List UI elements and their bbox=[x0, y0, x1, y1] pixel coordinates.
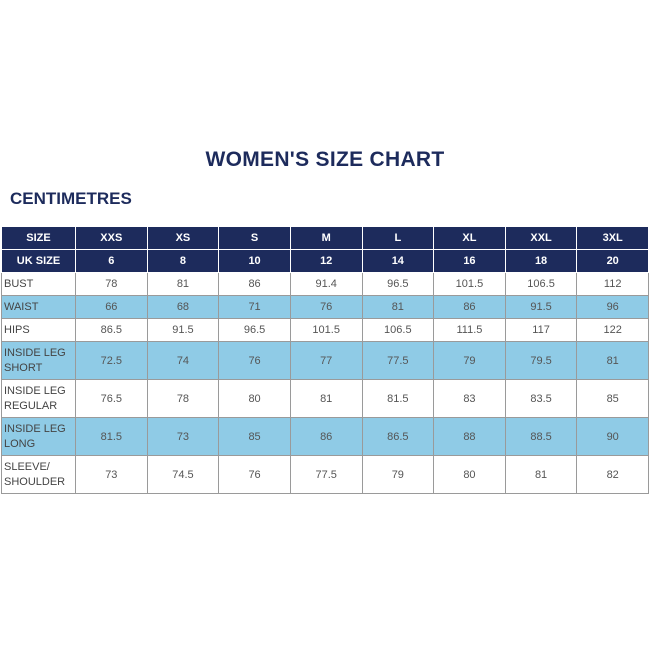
value-cell: 80 bbox=[218, 379, 291, 418]
value-cell: 73 bbox=[146, 417, 220, 456]
row-label: HIPS bbox=[1, 318, 76, 342]
table-row: SLEEVE/ SHOULDER 73 74.5 76 77.5 79 80 81 82 bbox=[1, 455, 649, 494]
column-header: 3XL bbox=[576, 226, 649, 250]
value-cell: 85 bbox=[576, 379, 649, 418]
value-cell: 91.4 bbox=[289, 272, 363, 296]
value-cell: 86.5 bbox=[75, 318, 148, 342]
value-cell: 81.5 bbox=[361, 379, 435, 418]
table-row: WAIST 66 68 71 76 81 86 91.5 96 bbox=[1, 295, 649, 319]
value-cell: 96 bbox=[576, 295, 649, 319]
value-cell: 88.5 bbox=[504, 417, 578, 456]
row-label: INSIDE LEG LONG bbox=[1, 417, 76, 456]
value-cell: 74 bbox=[146, 341, 220, 380]
value-cell: 81.5 bbox=[75, 417, 148, 456]
value-cell: 90 bbox=[576, 417, 649, 456]
row-label: BUST bbox=[1, 272, 76, 296]
value-cell: 79.5 bbox=[504, 341, 578, 380]
value-cell: 101.5 bbox=[433, 272, 506, 296]
value-cell: 106.5 bbox=[504, 272, 578, 296]
column-header: L bbox=[361, 226, 435, 250]
row-label: SLEEVE/ SHOULDER bbox=[1, 455, 76, 494]
value-cell: 8 bbox=[146, 249, 220, 273]
column-header: XS bbox=[146, 226, 220, 250]
value-cell: 122 bbox=[576, 318, 649, 342]
value-cell: 74.5 bbox=[146, 455, 220, 494]
column-header: XL bbox=[433, 226, 506, 250]
value-cell: 86.5 bbox=[361, 417, 435, 456]
table-row: INSIDE LEG SHORT 72.5 74 76 77 77.5 79 79.5 81 bbox=[1, 341, 649, 380]
value-cell: 73 bbox=[75, 455, 148, 494]
value-cell: 81 bbox=[504, 455, 578, 494]
value-cell: 85 bbox=[218, 417, 291, 456]
value-cell: 66 bbox=[75, 295, 148, 319]
value-cell: 77.5 bbox=[361, 341, 435, 380]
value-cell: 68 bbox=[146, 295, 220, 319]
column-header: M bbox=[289, 226, 363, 250]
value-cell: 6 bbox=[75, 249, 148, 273]
value-cell: 77 bbox=[289, 341, 363, 380]
value-cell: 117 bbox=[504, 318, 578, 342]
value-cell: 10 bbox=[218, 249, 291, 273]
table-row: INSIDE LEG LONG 81.5 73 85 86 86.5 88 88.5 90 bbox=[1, 417, 649, 456]
column-header: XXS bbox=[75, 226, 148, 250]
row-label: UK SIZE bbox=[1, 249, 76, 273]
row-label: WAIST bbox=[1, 295, 76, 319]
value-cell: 88 bbox=[433, 417, 506, 456]
value-cell: 106.5 bbox=[361, 318, 435, 342]
value-cell: 81 bbox=[361, 295, 435, 319]
title: WOMEN'S SIZE CHART bbox=[205, 148, 445, 171]
value-cell: 83 bbox=[433, 379, 506, 418]
value-cell: 18 bbox=[504, 249, 578, 273]
column-header: S bbox=[218, 226, 291, 250]
table-row: SIZE XXS XS S M L XL XXL 3XL bbox=[1, 226, 649, 250]
column-header: SIZE bbox=[1, 226, 76, 250]
value-cell: 14 bbox=[361, 249, 435, 273]
value-cell: 16 bbox=[433, 249, 506, 273]
value-cell: 96.5 bbox=[361, 272, 435, 296]
value-cell: 91.5 bbox=[146, 318, 220, 342]
value-cell: 112 bbox=[576, 272, 649, 296]
value-cell: 83.5 bbox=[504, 379, 578, 418]
value-cell: 72.5 bbox=[75, 341, 148, 380]
value-cell: 111.5 bbox=[433, 318, 506, 342]
value-cell: 78 bbox=[146, 379, 220, 418]
value-cell: 101.5 bbox=[289, 318, 363, 342]
value-cell: 76 bbox=[289, 295, 363, 319]
value-cell: 79 bbox=[361, 455, 435, 494]
value-cell: 96.5 bbox=[218, 318, 291, 342]
value-cell: 86 bbox=[289, 417, 363, 456]
value-cell: 91.5 bbox=[504, 295, 578, 319]
unit-heading: CENTIMETRES bbox=[10, 189, 132, 208]
value-cell: 86 bbox=[433, 295, 506, 319]
value-cell: 76.5 bbox=[75, 379, 148, 418]
value-cell: 76 bbox=[218, 341, 291, 380]
table-row: INSIDE LEG REGULAR 76.5 78 80 81 81.5 83 83.5 85 bbox=[1, 379, 649, 418]
value-cell: 81 bbox=[576, 341, 649, 380]
value-cell: 82 bbox=[576, 455, 649, 494]
value-cell: 81 bbox=[146, 272, 220, 296]
value-cell: 81 bbox=[289, 379, 363, 418]
value-cell: 12 bbox=[289, 249, 363, 273]
value-cell: 20 bbox=[576, 249, 649, 273]
row-label: INSIDE LEG REGULAR bbox=[1, 379, 76, 418]
table-row: HIPS 86.5 91.5 96.5 101.5 106.5 111.5 117 122 bbox=[1, 318, 649, 342]
column-header: XXL bbox=[504, 226, 578, 250]
value-cell: 71 bbox=[218, 295, 291, 319]
value-cell: 86 bbox=[218, 272, 291, 296]
value-cell: 80 bbox=[433, 455, 506, 494]
size-table: SIZE XXS XS S M L XL XXL 3XL UK SIZE 6 8 10 12 14 16 18 2… bbox=[1, 226, 649, 494]
table-row: BUST 78 81 86 91.4 96.5 101.5 106.5 112 bbox=[1, 272, 649, 296]
table-row: UK SIZE 6 8 10 12 14 16 18 20 bbox=[1, 249, 649, 273]
row-label: INSIDE LEG SHORT bbox=[1, 341, 76, 380]
value-cell: 76 bbox=[218, 455, 291, 494]
value-cell: 79 bbox=[433, 341, 506, 380]
value-cell: 78 bbox=[75, 272, 148, 296]
value-cell: 77.5 bbox=[289, 455, 363, 494]
